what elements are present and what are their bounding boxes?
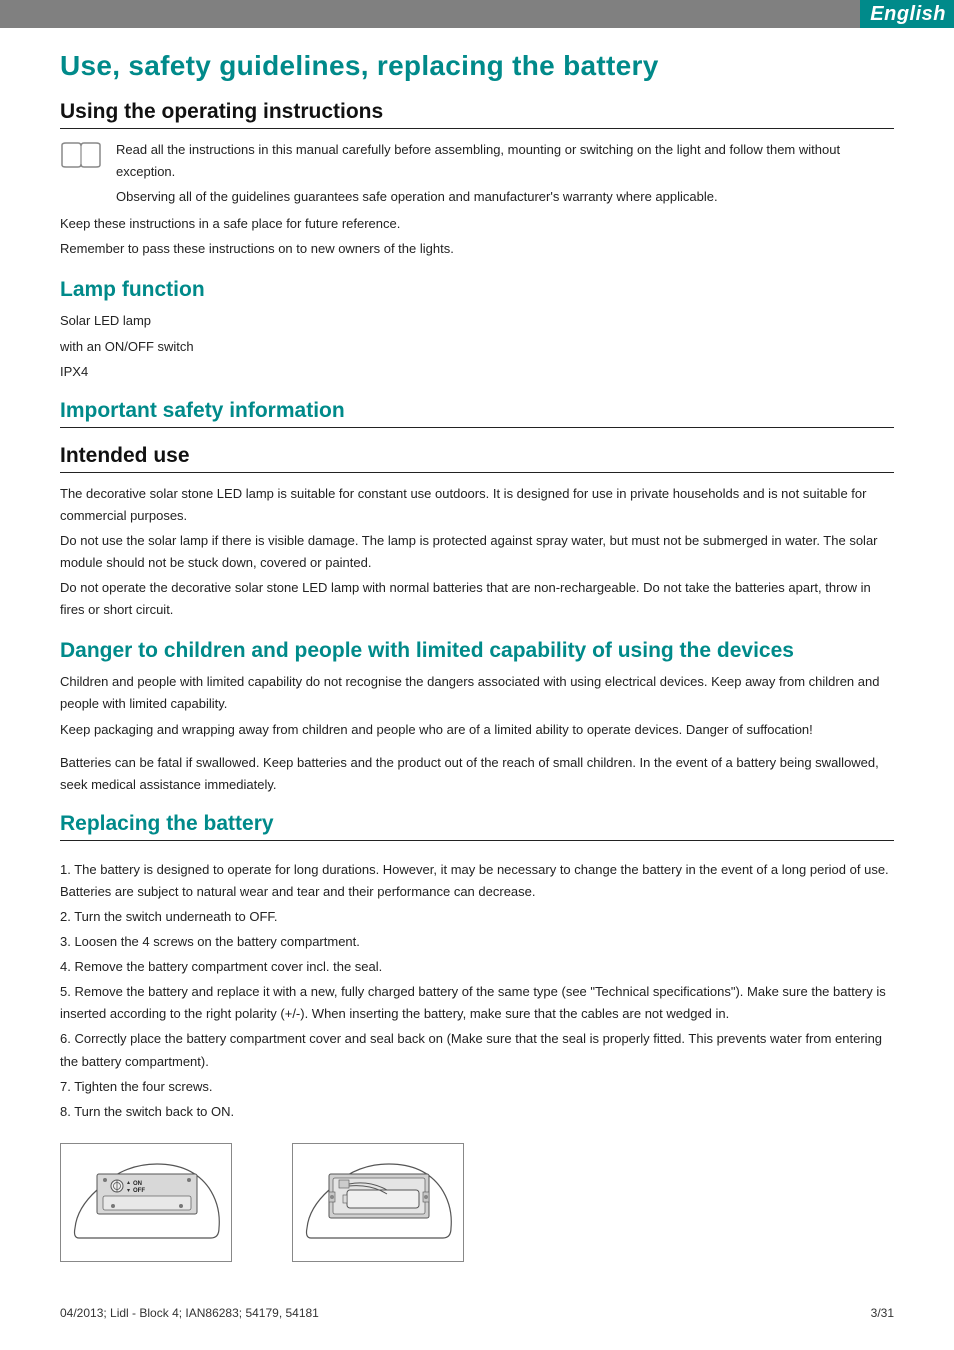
language-tab: English	[860, 0, 954, 28]
diagram-row: ▴ ▾ ON OFF	[60, 1143, 894, 1262]
step-6: 6. Correctly place the battery compartme…	[60, 1028, 894, 1072]
page-footer: 04/2013; Lidl - Block 4; IAN86283; 54179…	[60, 1306, 894, 1320]
intro-line-2: Observing all of the guidelines guarante…	[116, 186, 894, 208]
top-bar: English	[0, 0, 954, 28]
step-8: 8. Turn the switch back to ON.	[60, 1101, 894, 1123]
intended-para-3: Do not operate the decorative solar ston…	[60, 577, 894, 621]
lamp-line-2: with an ON/OFF switch	[60, 336, 894, 358]
danger-para-1: Children and people with limited capabil…	[60, 671, 894, 715]
step-3: 3. Loosen the 4 screws on the battery co…	[60, 931, 894, 953]
step-7: 7. Tighten the four screws.	[60, 1076, 894, 1098]
intro-line-1: Read all the instructions in this manual…	[116, 139, 894, 183]
arrow-down-icon: ▾	[127, 1188, 130, 1194]
arrow-up-icon: ▴	[127, 1180, 130, 1186]
page-content: Use, safety guidelines, replacing the ba…	[0, 50, 954, 1262]
instructions-intro: Read all the instructions in this manual…	[60, 139, 894, 211]
intended-para-2: Do not use the solar lamp if there is vi…	[60, 530, 894, 574]
step-1: 1. The battery is designed to operate fo…	[60, 859, 894, 903]
step-2: 2. Turn the switch underneath to OFF.	[60, 906, 894, 928]
lamp-line-3: IPX4	[60, 361, 894, 383]
heading-lamp-function: Lamp function	[60, 278, 894, 302]
page-title: Use, safety guidelines, replacing the ba…	[60, 50, 894, 82]
step-4: 4. Remove the battery compartment cover …	[60, 956, 894, 978]
danger-para-3: Batteries can be fatal if swallowed. Kee…	[60, 752, 894, 796]
footer-page-number: 3/31	[871, 1306, 894, 1320]
book-icon	[60, 141, 102, 176]
intro-after-1: Keep these instructions in a safe place …	[60, 213, 894, 235]
switch-on-label: ON	[133, 1181, 142, 1187]
lamp-line-1: Solar LED lamp	[60, 310, 894, 332]
footer-left: 04/2013; Lidl - Block 4; IAN86283; 54179…	[60, 1306, 319, 1320]
heading-using-instructions: Using the operating instructions	[60, 100, 894, 129]
instructions-intro-text: Read all the instructions in this manual…	[116, 139, 894, 211]
heading-replacing: Replacing the battery	[60, 812, 894, 841]
diagram-battery-compartment	[292, 1143, 464, 1262]
intro-after-2: Remember to pass these instructions on t…	[60, 238, 894, 260]
heading-intended-use: Intended use	[60, 444, 894, 473]
danger-para-2: Keep packaging and wrapping away from ch…	[60, 719, 894, 741]
step-5: 5. Remove the battery and replace it wit…	[60, 981, 894, 1025]
diagram-switch-panel: ▴ ▾ ON OFF	[60, 1143, 232, 1262]
intended-para-1: The decorative solar stone LED lamp is s…	[60, 483, 894, 527]
heading-safety: Important safety information	[60, 399, 894, 428]
switch-off-label: OFF	[133, 1188, 145, 1194]
heading-danger: Danger to children and people with limit…	[60, 639, 894, 663]
